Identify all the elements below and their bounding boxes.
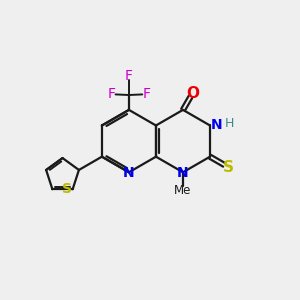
Text: S: S (62, 182, 72, 196)
Text: F: F (107, 87, 116, 101)
Text: F: F (142, 87, 151, 101)
Text: O: O (186, 86, 199, 101)
Text: H: H (225, 117, 234, 130)
Text: Me: Me (174, 184, 192, 197)
Text: N: N (177, 166, 189, 180)
Text: N: N (123, 166, 135, 180)
Text: S: S (223, 160, 234, 175)
Text: N: N (211, 118, 222, 133)
Text: F: F (125, 69, 133, 83)
